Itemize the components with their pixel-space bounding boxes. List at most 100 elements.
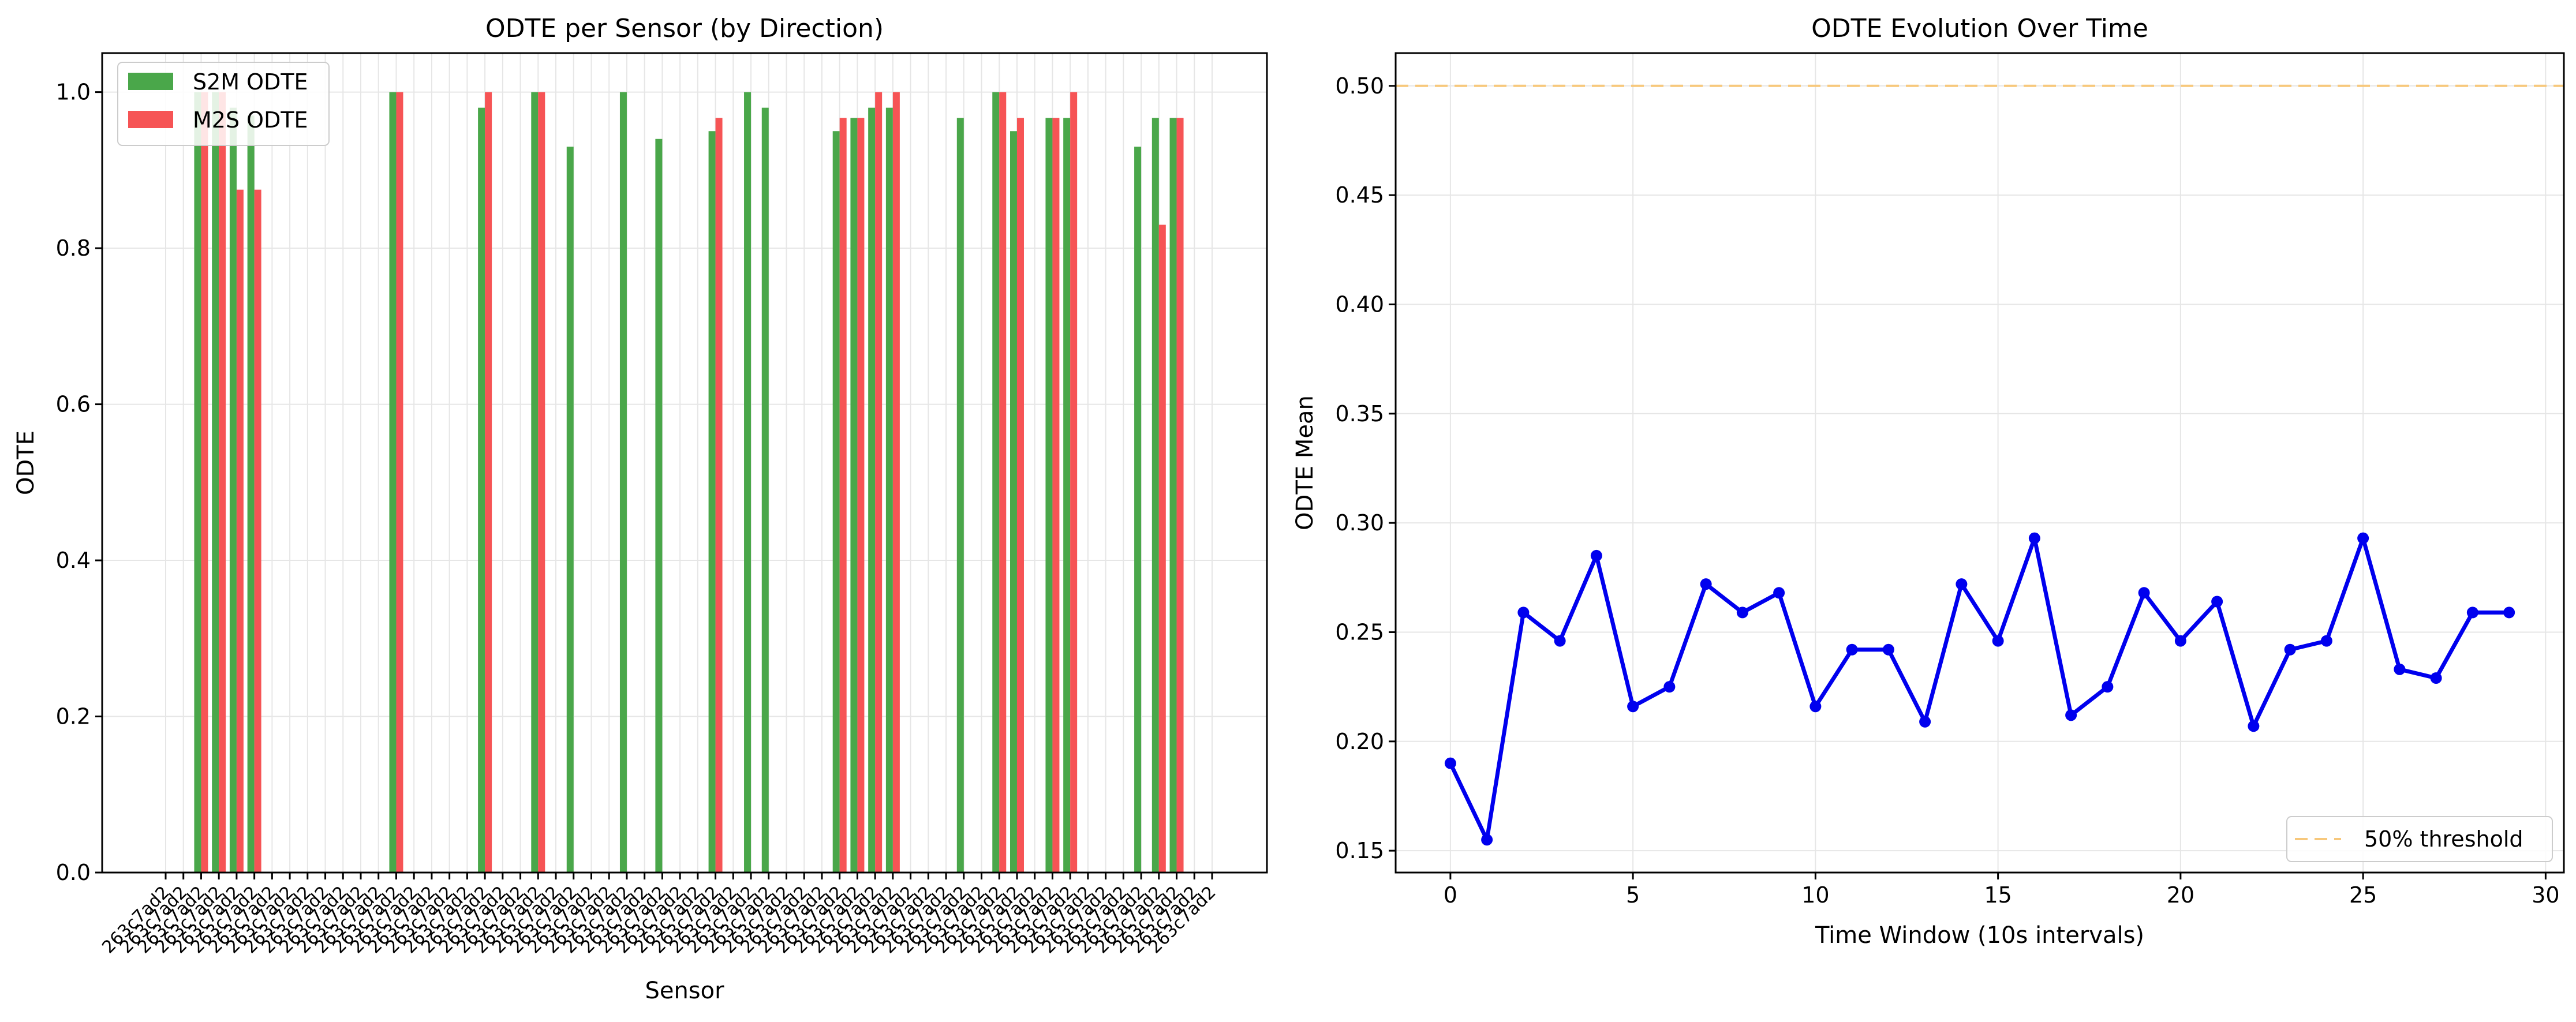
odte-mean-point [2211,596,2223,608]
left-y-axis-label: ODTE [13,430,39,495]
odte-mean-point [2394,663,2406,675]
right-x-tick-label: 5 [1626,882,1640,908]
s2m-odte-bar [1010,131,1017,873]
odte-mean-point [2138,587,2150,599]
s2m-odte-bar [1169,118,1177,873]
odte-mean-point [2357,532,2369,544]
s2m-odte-bar [619,92,627,873]
odte-mean-point [1444,757,1456,769]
odte-mean-point [1590,549,1602,561]
right-x-tick-label: 10 [1801,882,1829,908]
left-plot-frame [101,52,1268,874]
odte-mean-point [1956,578,1968,590]
right-x-tick-label: 20 [2167,882,2194,908]
m2s-odte-bar [538,92,545,873]
odte-mean-point [1517,607,1530,619]
right-x-axis-label: Time Window (10s intervals) [1815,922,2144,949]
s2m-odte-bar [1134,147,1142,873]
s2m-odte-bar [1151,118,1159,873]
m2s-odte-bar [1070,92,1078,873]
m2s-odte-bar [236,189,244,873]
right-y-tick-label: 0.20 [1335,729,1384,754]
right-legend-box [2286,816,2553,862]
odte-mean-point [2248,720,2260,732]
m2s-odte-bar [396,92,403,873]
m2s-odte-bar [892,92,900,873]
s2m-odte-bar [744,92,752,873]
odte-mean-point [2065,709,2077,721]
right-y-tick-label: 0.40 [1335,291,1384,317]
odte-mean-point [1700,578,1712,590]
odte-mean-point [1663,681,1676,693]
s2m-odte-bar [832,131,840,873]
m2s-odte-bar [254,189,261,873]
s2m-odte-bar [708,131,716,873]
s2m-odte-bar [212,92,219,873]
s2m-odte-bar [531,92,539,873]
odte-mean-point [2102,681,2114,693]
odte-mean-point [1882,643,1894,656]
left-y-tick-label: 1.0 [56,80,91,105]
s2m-odte-bar [566,147,574,873]
odte-mean-point [1736,607,1748,619]
left-y-tick-label: 0.0 [56,860,91,885]
m2s-odte-bar [485,92,492,873]
right-legend: 50% threshold [2286,816,2553,862]
m2s-odte-bar [1158,224,1166,873]
right-y-ticks: 0.15 0.20 0.25 0.30 0.35 0.40 0.45 0.50 [1335,73,1396,863]
m2s-legend-swatch [128,111,173,128]
s2m-odte-bar [478,107,485,873]
m2s-odte-bar [1176,118,1184,873]
odte-mean-point [2320,635,2332,647]
odte-mean-point [1809,701,1822,713]
m2s-odte-bar [857,118,865,873]
odte-mean-point [1554,635,1566,647]
odte-mean-points [1444,532,2515,846]
left-y-tick-label: 0.8 [56,235,91,261]
odte-mean-point [1846,643,1858,656]
right-y-tick-label: 0.35 [1335,401,1384,426]
right-y-axis-label: ODTE Mean [1292,395,1318,530]
m2s-odte-bar [219,92,226,873]
odte-mean-point [2466,607,2478,619]
s2m-odte-bar [389,92,397,873]
s2m-odte-bar [956,118,964,873]
odte-mean-point [2430,672,2442,684]
odte-mean-point [2503,607,2515,619]
s2m-odte-bar [868,107,876,873]
right-plot-frame [1394,52,2565,874]
s2m-odte-bar [247,115,255,873]
right-x-tick-label: 0 [1444,882,1457,908]
right-x-ticks: 0 5 10 15 20 25 30 [1444,873,2560,908]
s2m-odte-bar [1063,118,1071,873]
s2m-odte-bar [850,118,858,873]
left-y-ticks: 0.0 0.2 0.4 0.6 0.8 1.0 [56,80,102,885]
m2s-odte-bar [201,92,208,873]
m2s-odte-bar [1052,118,1060,873]
m2s-odte-bar [715,118,723,873]
threshold-legend-label: 50% threshold [2364,826,2523,852]
left-legend: S2M ODTE M2S ODTE [117,62,330,146]
odte-mean-point [1481,834,1493,846]
s2m-odte-bar [194,92,201,873]
odte-mean-point [1773,587,1785,599]
odte-mean-point [1627,701,1639,713]
left-chart-title: ODTE per Sensor (by Direction) [485,14,884,43]
right-x-tick-label: 15 [1984,882,2012,908]
right-y-tick-label: 0.15 [1335,838,1384,863]
m2s-legend-label: M2S ODTE [193,107,308,133]
odte-mean-point [2028,532,2040,544]
s2m-odte-bar [885,107,893,873]
left-y-tick-label: 0.6 [56,392,91,417]
left-bars [194,92,1184,873]
s2m-odte-bar [229,107,237,873]
left-x-axis-label: Sensor [645,978,724,1004]
right-y-tick-label: 0.50 [1335,73,1384,99]
right-y-tick-label: 0.25 [1335,619,1384,645]
right-chart-title: ODTE Evolution Over Time [1811,14,2148,43]
left-y-tick-label: 0.2 [56,704,91,729]
odte-evolution-line-chart: 0.15 0.20 0.25 0.30 0.35 0.40 0.45 0.50 0 5 10 15 2… [1292,14,2565,949]
right-y-tick-label: 0.45 [1335,182,1384,208]
